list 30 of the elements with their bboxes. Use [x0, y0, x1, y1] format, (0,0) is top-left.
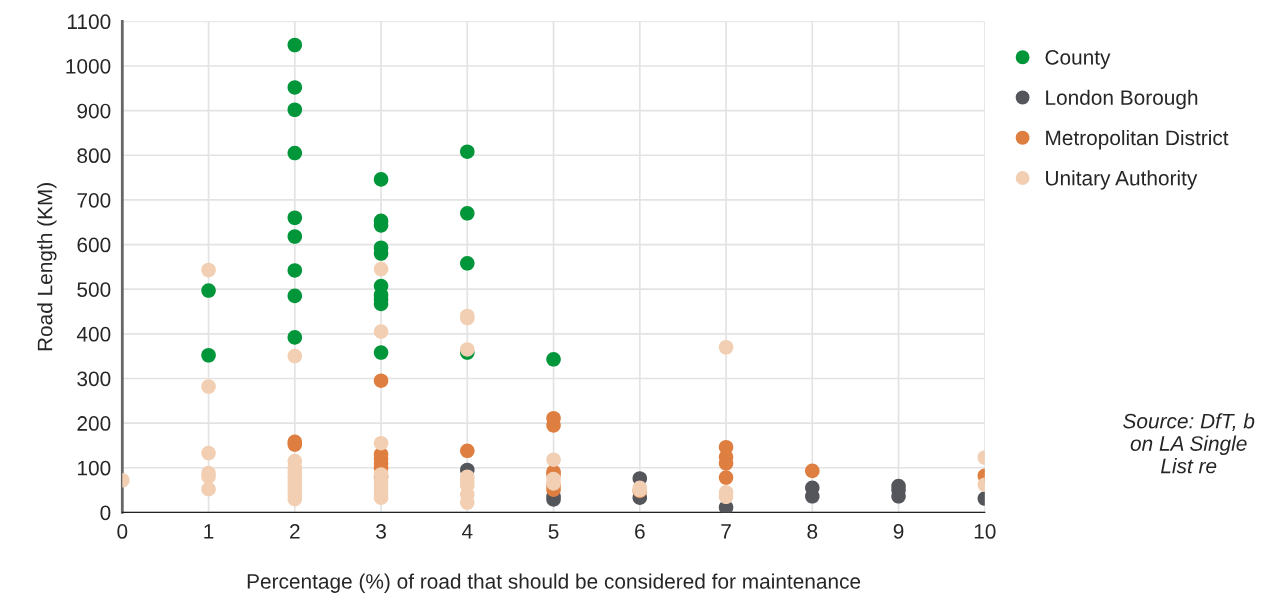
y-tick-label: 0	[100, 505, 111, 521]
legend-label: Metropolitan District	[1046, 129, 1229, 150]
x-tick-label: 0	[117, 524, 128, 539]
y-tick-label: 1100	[67, 14, 111, 30]
x-tick-label: 10	[974, 524, 996, 539]
x-tick-label: 5	[548, 524, 559, 539]
x-tick-label: 4	[461, 524, 473, 539]
x-tick-label: 2	[290, 524, 300, 539]
legend-label: Unitary Authority	[1046, 170, 1198, 190]
legend-label: County	[1045, 50, 1111, 69]
legend-label: London Borough	[1046, 89, 1198, 110]
x-tick-label: 3	[376, 524, 386, 539]
y-tick-label: 400	[76, 326, 111, 342]
y-tick-label: 300	[77, 371, 111, 387]
y-tick-label: 1000	[66, 58, 111, 74]
y-tick-label: 900	[77, 103, 111, 119]
x-tick-label: 9	[893, 524, 904, 539]
source-note: Source: DfT, b on LA Single List re	[1123, 413, 1255, 474]
x-tick-label: 7	[721, 524, 731, 539]
y-axis-title: Road Length (KM)	[37, 183, 57, 351]
y-tick-label: 200	[77, 416, 111, 431]
y-tick-label: 100	[78, 460, 111, 476]
y-tick-label: 500	[77, 282, 111, 297]
y-tick-label: 800	[77, 148, 111, 164]
y-tick-label: 700	[77, 192, 111, 208]
x-tick-label: 1	[204, 524, 214, 539]
x-tick-label: 6	[635, 524, 645, 539]
y-tick-label: 600	[77, 237, 111, 253]
x-axis-title: Percentage (%) of road that should be considered for maintenance	[247, 573, 861, 593]
x-tick-label: 8	[807, 524, 818, 539]
